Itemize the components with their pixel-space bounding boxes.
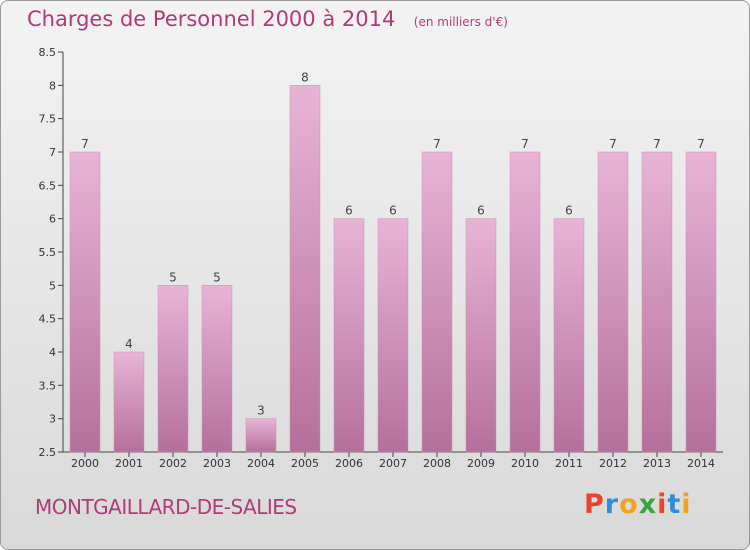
bar-2010 <box>509 151 541 453</box>
bar-2002 <box>157 285 189 453</box>
y-tick-label: 2.5 <box>39 446 57 459</box>
data-label-2004: 3 <box>257 404 265 418</box>
bar-2006 <box>333 218 365 453</box>
y-tick-label: 3 <box>49 413 56 426</box>
data-label-2009: 6 <box>477 204 485 218</box>
title-row: Charges de Personnel 2000 à 2014 (en mil… <box>27 7 508 31</box>
chart-subtitle: (en milliers d'€) <box>413 15 508 29</box>
y-tick-label: 7.5 <box>39 113 57 126</box>
x-tick-label: 2012 <box>599 457 627 470</box>
logo-letter: x <box>638 489 658 520</box>
bar-2004 <box>245 418 277 453</box>
bar-2005 <box>289 85 321 453</box>
x-tick-label: 2000 <box>71 457 99 470</box>
x-axis: 2000 2001 2002 2003 2004 2005 2006 2007 2008 2009… <box>63 451 723 470</box>
x-tick-label: 2003 <box>203 457 231 470</box>
data-label-2007: 6 <box>389 204 397 218</box>
y-tick-label: 6.5 <box>39 179 57 192</box>
bar-2013 <box>641 151 673 453</box>
x-tick-label: 2005 <box>291 457 319 470</box>
x-tick-label: 2008 <box>423 457 451 470</box>
x-tick-label: 2007 <box>379 457 407 470</box>
y-tick-label: 7 <box>49 146 56 159</box>
y-tick-label: 8 <box>49 79 56 92</box>
x-tick-label: 2002 <box>159 457 187 470</box>
x-tick-label: 2004 <box>247 457 275 470</box>
data-label-2002: 5 <box>169 270 177 284</box>
data-label-2006: 6 <box>345 204 353 218</box>
data-label-2003: 5 <box>213 270 221 284</box>
y-tick-label: 4.5 <box>39 313 57 326</box>
bar-2001 <box>113 351 145 453</box>
y-tick-label: 5.5 <box>39 246 57 259</box>
data-label-2011: 6 <box>565 204 573 218</box>
logo-letter: t <box>667 489 682 520</box>
bar-2012 <box>597 151 629 453</box>
x-tick-label: 2009 <box>467 457 495 470</box>
y-tick-label: 6 <box>49 213 56 226</box>
x-tick-label: 2010 <box>511 457 539 470</box>
data-label-2012: 7 <box>609 137 617 151</box>
data-label-2013: 7 <box>653 137 661 151</box>
data-label-2010: 7 <box>521 137 529 151</box>
x-tick-label: 2006 <box>335 457 363 470</box>
proxiti-logo[interactable]: Proxiti <box>584 489 692 520</box>
bar-2011 <box>553 218 585 453</box>
x-tick-label: 2001 <box>115 457 143 470</box>
y-axis: 2.5 3 3.5 4 4.5 5 5.5 6 6.5 7 7.5 8 8.5 <box>39 46 64 459</box>
data-label-2001: 4 <box>125 337 133 351</box>
bars <box>69 85 717 453</box>
logo-letter: P <box>584 489 605 520</box>
data-label-2008: 7 <box>433 137 441 151</box>
logo-letter: o <box>619 489 639 520</box>
y-tick-label: 8.5 <box>39 46 57 59</box>
bar-2009 <box>465 218 497 453</box>
data-labels: 7 4 5 5 3 8 6 6 7 6 7 6 7 7 7 <box>81 70 705 417</box>
y-tick-label: 3.5 <box>39 379 57 392</box>
x-tick-label: 2013 <box>643 457 671 470</box>
bar-2014 <box>685 151 717 453</box>
chart-title: Charges de Personnel 2000 à 2014 <box>27 7 396 31</box>
commune-name: MONTGAILLARD-DE-SALIES <box>35 495 297 519</box>
y-tick-label: 5 <box>49 279 56 292</box>
data-label-2005: 8 <box>301 70 309 84</box>
bar-2000 <box>69 151 101 453</box>
y-tick-label: 4 <box>49 346 56 359</box>
x-tick-label: 2014 <box>687 457 715 470</box>
x-tick-label: 2011 <box>555 457 583 470</box>
data-label-2014: 7 <box>697 137 705 151</box>
bar-2008 <box>421 151 453 453</box>
logo-letter: i <box>657 489 668 520</box>
bar-2007 <box>377 218 409 453</box>
data-label-2000: 7 <box>81 137 89 151</box>
logo-letter: i <box>681 489 692 520</box>
logo-letter: r <box>604 489 620 520</box>
bar-2003 <box>201 285 233 453</box>
